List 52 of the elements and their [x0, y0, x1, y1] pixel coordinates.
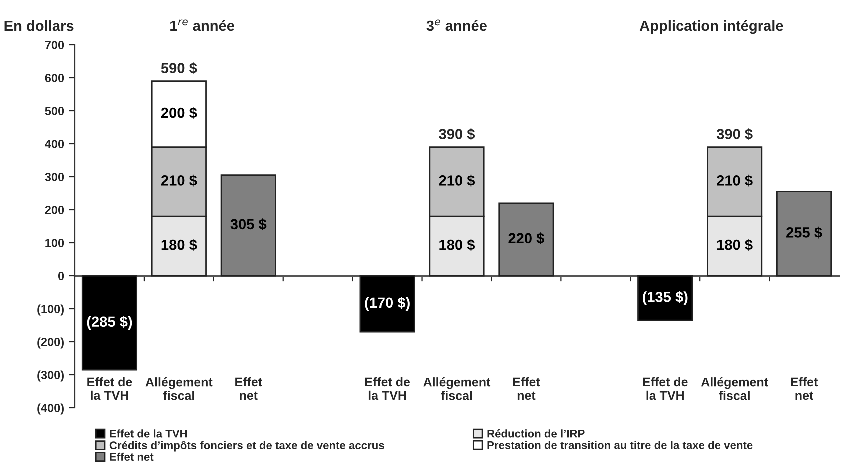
x-tick-label: Effet net	[791, 377, 818, 400]
text: Application intégrale	[640, 20, 784, 34]
data-label: 305 $	[230, 218, 267, 231]
total-label: 390 $	[716, 128, 753, 140]
x-tick-label: Effet de la TVH	[365, 377, 410, 400]
y-tick-label: 300	[45, 173, 64, 182]
data-label: (285 $)	[87, 316, 132, 330]
total-label: 390 $	[439, 128, 476, 140]
legend-label: Effet de la TVH	[110, 430, 188, 438]
data-label: 210 $	[717, 174, 753, 187]
data-label: 200 $	[161, 107, 198, 120]
bar	[638, 275, 694, 322]
text: 1$^{re}$ année	[170, 20, 234, 32]
y-tick-label: (300)	[38, 370, 64, 382]
y-tick-label: 700	[45, 41, 64, 50]
y-tick-label: 600	[45, 74, 64, 82]
text: 3$^{e}$ année	[426, 20, 488, 32]
data-label: 210 $	[439, 174, 476, 187]
y-tick-label: (100)	[38, 304, 64, 316]
legend-label: Effet net	[110, 452, 154, 462]
y-tick-label: 100	[46, 239, 64, 248]
y-axis-title: En dollars	[4, 20, 74, 32]
x-tick-label: Effet de la TVH	[88, 377, 132, 400]
data-label: 255 $	[786, 226, 822, 239]
x-tick-label: Allégement fiscal	[146, 377, 213, 400]
x-tick-label: Allégement fiscal	[701, 377, 768, 400]
data-label: 180 $	[440, 239, 476, 252]
bar	[498, 202, 554, 277]
legend-label: Crédits d’impôts fonciers et de taxe de vente accrus	[110, 441, 384, 452]
bar	[220, 174, 276, 277]
bar	[360, 275, 416, 333]
bar	[776, 191, 832, 277]
bar	[82, 275, 138, 371]
data-label: (135 $)	[642, 291, 688, 306]
y-tick-label: 500	[45, 107, 64, 116]
y-tick-label: 400	[45, 140, 64, 148]
data-label: 220 $	[508, 232, 544, 245]
total-label: 590 $	[161, 62, 198, 74]
legend-label: Prestation de transition au titre de la taxe de vente	[488, 441, 753, 450]
x-tick-label: Allégement fiscal	[424, 377, 491, 400]
x-tick-label: Effet net	[513, 377, 540, 400]
data-label: (170 $)	[365, 297, 410, 311]
data-label: 210 $	[161, 174, 198, 187]
y-tick-label: 200	[45, 206, 64, 214]
data-label: 180 $	[717, 239, 753, 252]
data-label: 180 $	[162, 239, 198, 252]
legend-label: Réduction de l’IRP	[488, 430, 585, 438]
x-tick-label: Effet de la TVH	[643, 377, 688, 400]
y-tick-label: 0	[58, 272, 64, 280]
x-tick-label: Effet net	[236, 377, 262, 400]
y-tick-label: (400)	[38, 404, 64, 415]
y-tick-label: (200)	[38, 338, 64, 349]
